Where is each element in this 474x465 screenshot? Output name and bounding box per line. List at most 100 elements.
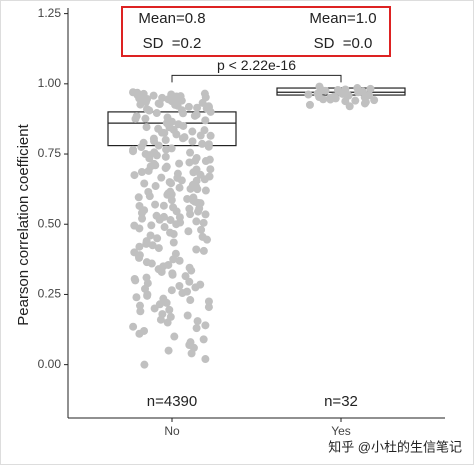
point (365, 91, 374, 100)
point (142, 258, 151, 267)
y-tick-label: 1.00 (38, 76, 62, 90)
point (315, 93, 324, 102)
point (160, 223, 169, 232)
point (186, 148, 195, 157)
point (204, 303, 213, 312)
point (187, 266, 196, 275)
x-tick-label: No (164, 424, 180, 438)
point (184, 102, 193, 111)
point (201, 116, 210, 125)
watermark: 知乎 @小杜的生信笔记 (328, 439, 462, 454)
point (190, 111, 199, 120)
point (196, 170, 205, 179)
point (140, 179, 149, 188)
point (152, 109, 161, 118)
point (137, 168, 146, 176)
point (142, 123, 151, 132)
point (155, 215, 164, 224)
point (188, 127, 197, 136)
point (191, 283, 200, 292)
point (167, 90, 176, 99)
point (136, 100, 145, 109)
point (154, 244, 163, 253)
point (198, 98, 207, 107)
point (204, 142, 213, 151)
point (188, 137, 197, 146)
point (193, 317, 202, 326)
point (167, 196, 176, 205)
point (131, 114, 140, 123)
point (157, 128, 166, 137)
sd-label: SD =0.0 (314, 35, 373, 52)
point (130, 171, 139, 180)
point (304, 90, 313, 99)
point (193, 103, 202, 112)
point (192, 245, 201, 254)
point (206, 165, 215, 174)
stat-box (121, 6, 391, 57)
point (164, 260, 173, 269)
point (157, 267, 166, 276)
y-tick-label: 0.00 (38, 357, 62, 371)
point (156, 315, 165, 324)
point (341, 97, 350, 106)
point (132, 293, 141, 302)
y-tick-label: 1.25 (38, 6, 62, 20)
point (186, 210, 195, 219)
point (169, 125, 178, 134)
point (165, 117, 174, 126)
point (178, 289, 187, 298)
point (169, 255, 178, 264)
point (195, 204, 204, 213)
point (197, 225, 206, 234)
point (168, 269, 177, 278)
point (150, 137, 159, 146)
point (175, 183, 184, 192)
point (355, 87, 364, 96)
point (370, 96, 379, 105)
point (181, 272, 190, 281)
point (148, 241, 157, 250)
point (176, 218, 185, 227)
point (351, 96, 360, 105)
point (136, 307, 145, 316)
point (204, 297, 213, 306)
point (172, 97, 181, 106)
x-tick-label: Yes (331, 424, 351, 438)
point (187, 349, 196, 358)
point (169, 238, 178, 247)
point (143, 291, 152, 300)
point (175, 282, 184, 291)
point (177, 176, 186, 185)
point (135, 329, 144, 338)
point (135, 242, 144, 251)
point (326, 95, 335, 104)
y-tick-label: 0.25 (38, 287, 62, 301)
point (185, 340, 194, 349)
point (201, 355, 210, 364)
point (360, 99, 369, 108)
point (165, 305, 174, 314)
point (174, 120, 183, 129)
point (167, 286, 176, 295)
point (201, 210, 210, 219)
point (196, 131, 205, 140)
point (137, 209, 146, 217)
point (138, 214, 147, 223)
point (169, 230, 178, 239)
point (206, 131, 215, 140)
point (161, 152, 170, 161)
point (175, 256, 184, 265)
point (366, 84, 375, 93)
point (129, 322, 138, 331)
point (184, 227, 193, 236)
p-label: p < 2.22e-16 (217, 57, 296, 73)
point (134, 193, 143, 202)
point (204, 103, 213, 112)
y-axis-label: Pearson correlation coefficient (15, 123, 32, 325)
point (192, 324, 201, 333)
point (167, 190, 176, 199)
point (172, 207, 181, 216)
point (189, 168, 198, 177)
